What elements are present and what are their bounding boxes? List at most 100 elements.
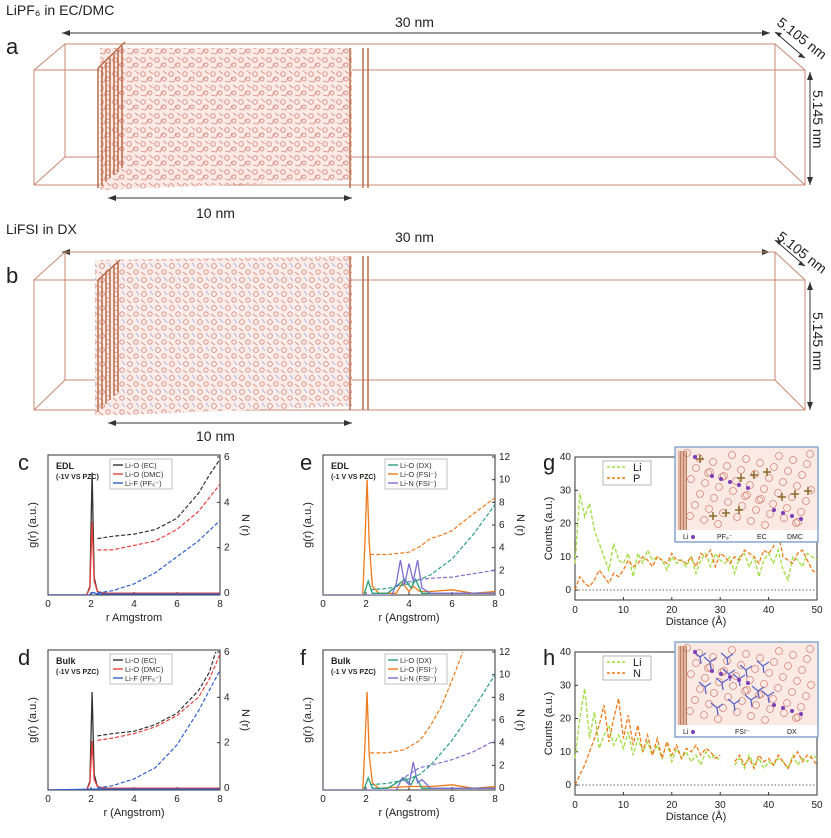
inset-legend-strip (676, 725, 817, 736)
inset-molecule (752, 701, 760, 709)
inset-molecule (770, 463, 778, 471)
x-axis-title: r (Angstrom) (378, 807, 439, 819)
legend-label: Li-N (FSI⁻) (400, 479, 437, 488)
inset-molecule (792, 714, 800, 722)
x-tick-label: 0 (320, 599, 326, 610)
inset-molecule (757, 495, 765, 503)
series-li-f-pf-n-r- (97, 520, 220, 594)
height-label-b: 5.145 nm (810, 312, 826, 371)
x-tick-label: 10 (618, 800, 630, 811)
series-li-o-ec-n-r- (97, 651, 217, 737)
chart-title: EDL (56, 461, 75, 471)
inset-molecule (710, 689, 718, 697)
legend-label: Li-O (EC) (125, 656, 157, 665)
legend-label: P (633, 473, 640, 485)
inset-molecule (743, 686, 751, 694)
fsi-anion-icon (751, 685, 765, 699)
x-tick-label: 50 (811, 800, 823, 811)
inset-molecule (765, 474, 773, 482)
inset-molecule (798, 471, 806, 479)
simulation-box-b (33, 239, 813, 426)
inset-molecule (701, 674, 709, 682)
inset-molecule (807, 681, 815, 689)
series-li-f-pf-n-r- (97, 669, 220, 789)
y-tick-label: 0 (565, 780, 571, 791)
inset-molecule (756, 654, 764, 662)
legend-label: N (633, 668, 641, 680)
chart-h: 0 10 20 30 40 50 0 10 20 30 40 Distance (Å) Counts (… (543, 641, 823, 823)
series-li-o-fsi-n-r- (370, 497, 495, 556)
chart-title: Bulk (56, 656, 76, 666)
y2-tick-label: 10 (499, 670, 511, 681)
inset-molecule (752, 506, 760, 514)
y2-axis-title: N (r) (514, 709, 525, 731)
inset-molecule (709, 458, 717, 466)
inset-molecule (794, 713, 802, 721)
y2-tick-label: 2 (499, 565, 505, 576)
inset-molecule (789, 456, 797, 464)
y-axis-title: g(r) (a.u.) (302, 697, 314, 743)
panel-letter-h: h (543, 645, 556, 670)
inset-molecule (742, 455, 750, 463)
legend-label: Li-O (DMC) (125, 665, 164, 674)
system-label-b: LiFSI in DX (6, 221, 77, 237)
inset-molecule (806, 450, 814, 458)
x-tick-label: 6 (174, 599, 180, 610)
fsi-anion-icon (698, 681, 712, 695)
x-tick-label: 40 (763, 605, 775, 616)
height-label-a: 5.145 nm (810, 90, 826, 149)
inset-molecule (741, 687, 749, 695)
series-li (574, 688, 818, 771)
inset-molecule (720, 667, 728, 675)
pf6-anion-icon (750, 471, 758, 479)
x-tick-label: 4 (131, 599, 137, 610)
inset-legend-label: DX (787, 729, 797, 736)
x-tick-label: 20 (666, 800, 678, 811)
legend-label: Li-O (DX) (400, 656, 432, 665)
inset-legend-label: FSI⁻ (735, 729, 750, 736)
fsi-anion-icon (703, 656, 717, 670)
li-ion-icon (693, 650, 697, 654)
y-tick-label: 10 (560, 747, 572, 758)
inset-legend-label: DMC (787, 534, 803, 541)
y-axis-title: g(r) (a.u.) (27, 502, 39, 548)
series-li-o-dx-g-r- (323, 774, 495, 790)
system-label-a: LiPF₆ in EC/DMC (6, 2, 115, 18)
pf6-anion-icon (709, 512, 717, 520)
inset-molecule (696, 490, 704, 498)
li-ion-icon (728, 675, 732, 679)
inset-molecule (784, 467, 792, 475)
x-tick-label: 2 (88, 794, 94, 805)
legend-box (384, 458, 448, 490)
y2-tick-label: 2 (499, 760, 505, 771)
y2-tick-label: 8 (499, 692, 505, 703)
inset-molecule (715, 483, 723, 491)
fsi-anion-icon (727, 698, 741, 712)
inset-molecule (761, 716, 769, 724)
pf6-anion-icon (737, 474, 745, 482)
inset-legend-strip (676, 530, 817, 541)
series-li-o-ec-g-r- (48, 691, 220, 790)
series-n (574, 698, 818, 786)
legend-label: Li-O (EC) (125, 461, 157, 470)
x-tick-label: 40 (763, 800, 775, 811)
fill-label-b: 10 nm (196, 428, 235, 444)
x-tick-label: 6 (449, 794, 455, 805)
y-tick-label: 40 (560, 452, 572, 463)
inset-molecule (687, 475, 695, 483)
li-ion-icon (772, 703, 776, 707)
li-legend-icon (691, 730, 695, 734)
inset-molecule (705, 505, 713, 513)
inset-molecule (747, 712, 755, 720)
inset-molecule (783, 699, 791, 707)
inset-molecule (803, 460, 811, 468)
inset-molecule (789, 651, 797, 659)
chart-subtitle: (-1 V VS PZC) (331, 474, 376, 481)
inset-molecule (728, 646, 736, 654)
x-tick-label: 4 (406, 794, 412, 805)
li-ion-icon (710, 669, 714, 673)
x-tick-label: 4 (406, 599, 412, 610)
inset-molecule (806, 645, 814, 653)
